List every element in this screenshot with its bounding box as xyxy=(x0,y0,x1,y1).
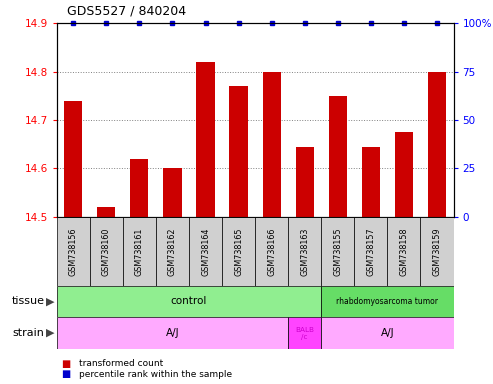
Text: ▶: ▶ xyxy=(46,328,54,338)
Bar xyxy=(130,159,148,217)
Text: GSM738156: GSM738156 xyxy=(69,227,78,276)
Text: transformed count: transformed count xyxy=(79,359,163,368)
Bar xyxy=(189,217,222,286)
Text: GSM738164: GSM738164 xyxy=(201,227,210,276)
Text: control: control xyxy=(171,296,207,306)
Text: BALB
/c: BALB /c xyxy=(295,327,314,339)
Text: GSM738166: GSM738166 xyxy=(267,227,276,276)
Bar xyxy=(288,217,321,286)
Bar xyxy=(395,132,413,217)
Text: GSM738160: GSM738160 xyxy=(102,227,111,276)
Text: ■: ■ xyxy=(62,369,71,379)
Text: rhabdomyosarcoma tumor: rhabdomyosarcoma tumor xyxy=(336,297,438,306)
Bar xyxy=(255,217,288,286)
Bar xyxy=(97,207,115,217)
Text: ■: ■ xyxy=(62,359,71,369)
Text: GSM738162: GSM738162 xyxy=(168,227,177,276)
Bar xyxy=(263,71,281,217)
Text: GSM738163: GSM738163 xyxy=(300,227,309,276)
Bar xyxy=(156,217,189,286)
Text: GSM738165: GSM738165 xyxy=(234,227,243,276)
Bar xyxy=(64,101,82,217)
Bar xyxy=(288,317,321,349)
Bar xyxy=(354,217,387,286)
Bar xyxy=(222,217,255,286)
Text: A/J: A/J xyxy=(166,328,179,338)
Text: A/J: A/J xyxy=(381,328,394,338)
Bar xyxy=(321,286,454,317)
Bar xyxy=(387,217,421,286)
Bar xyxy=(296,147,314,217)
Text: GSM738157: GSM738157 xyxy=(366,227,375,276)
Text: GSM738155: GSM738155 xyxy=(333,227,342,276)
Bar xyxy=(321,317,454,349)
Text: tissue: tissue xyxy=(11,296,44,306)
Bar xyxy=(123,217,156,286)
Bar xyxy=(362,147,380,217)
Bar xyxy=(57,317,288,349)
Bar xyxy=(321,217,354,286)
Text: percentile rank within the sample: percentile rank within the sample xyxy=(79,370,232,379)
Bar xyxy=(196,62,214,217)
Bar xyxy=(90,217,123,286)
Bar xyxy=(230,86,247,217)
Text: ▶: ▶ xyxy=(46,296,54,306)
Bar xyxy=(57,286,321,317)
Bar xyxy=(163,169,181,217)
Bar xyxy=(57,217,90,286)
Text: GSM738159: GSM738159 xyxy=(432,227,442,276)
Text: GSM738161: GSM738161 xyxy=(135,227,144,276)
Text: GDS5527 / 840204: GDS5527 / 840204 xyxy=(67,4,186,17)
Text: GSM738158: GSM738158 xyxy=(399,227,409,276)
Bar xyxy=(329,96,347,217)
Bar xyxy=(428,71,446,217)
Text: strain: strain xyxy=(12,328,44,338)
Bar xyxy=(421,217,454,286)
